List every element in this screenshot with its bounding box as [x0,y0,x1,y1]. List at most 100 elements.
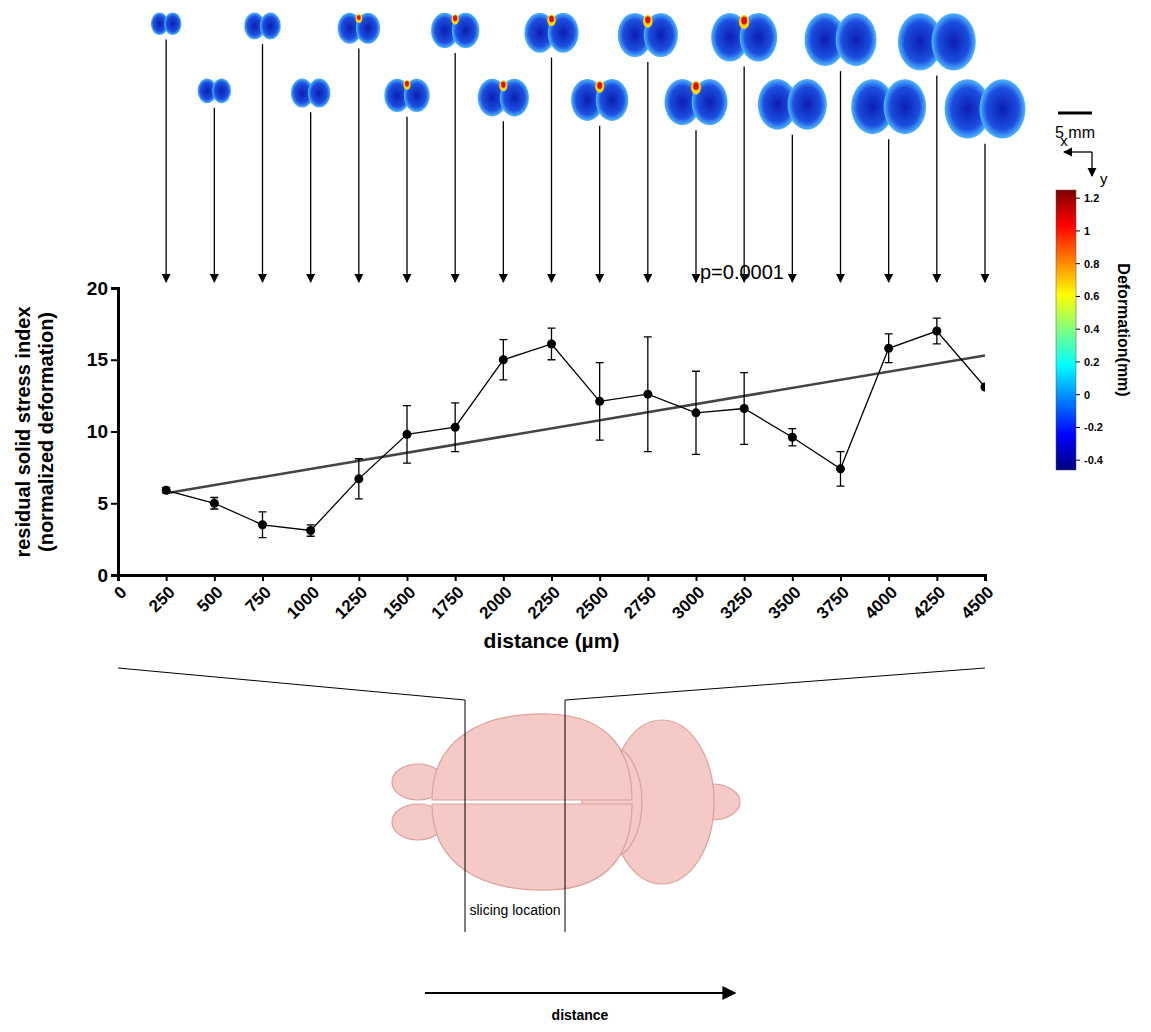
x-tick: 2750 [620,575,660,623]
data-point [258,520,267,529]
x-tick: 1750 [428,575,468,623]
x-tick: 3000 [668,575,708,623]
slice-thumbnail [711,13,777,62]
x-tick-mark [599,575,601,581]
slice-arrow [936,76,937,282]
x-tick-label: 1500 [379,583,419,623]
error-bar [837,452,845,486]
x-tick-mark [551,575,553,581]
colorbar-tick [1076,460,1080,461]
x-tick-label: 1000 [283,583,323,623]
hotspot [501,82,506,88]
colorbar-tick-label: 0.2 [1084,356,1099,368]
x-tick-label: 4500 [957,583,997,623]
trend-line [166,355,985,493]
y-axis-line [111,289,119,576]
x-tick-mark [214,575,216,581]
x-tick-mark [262,575,264,581]
slice-arrow [888,139,889,282]
error-bar [259,512,267,538]
colorbar-tick-label: 0.4 [1084,323,1100,335]
x-tick-label: 0 [110,583,130,603]
data-point [692,408,701,417]
x-axis-line [119,576,986,582]
error-bar [451,403,459,452]
colorbar: 1.210.80.60.40.20-0.2-0.4Deformation(mm) [1056,190,1132,470]
slice-arrow [358,48,359,282]
data-point [306,526,315,535]
hemisphere [452,13,479,48]
x-tick-mark [455,575,457,581]
x-tick-label: 250 [145,583,178,616]
x-tick-mark [792,575,794,581]
y-tick-label: 0 [97,565,108,586]
slice-thumbnail [244,13,281,40]
colorbar-tick [1076,427,1080,428]
hotspot [356,14,363,23]
plot-area [162,318,985,538]
hotspot [645,16,650,23]
x-tick-label: 500 [193,583,226,616]
x-tick-label: 3500 [765,583,805,623]
x-tick-mark [407,575,409,581]
brain-illustration [392,714,740,890]
hotspot [741,17,747,25]
y-tick-label: 5 [97,493,108,514]
hotspot [499,80,507,91]
slice-label: slicing location [469,902,560,918]
hotspot [547,14,556,26]
x-tick-mark [503,575,505,581]
x-tick: 750 [242,575,275,616]
y-tick: 10 [87,421,118,442]
slice-thumbnail [804,13,876,66]
x-tick-mark [696,575,698,581]
slice-arrow [744,67,745,282]
x-tick-label: 3750 [813,583,853,623]
x-tick-label: 1250 [331,583,371,623]
y-tick-mark [111,575,118,577]
x-tick: 3500 [765,575,805,623]
slice-thumbnail [151,12,182,34]
data-point [547,339,556,348]
hemisphere [164,12,181,34]
hotspot [405,81,409,87]
slice-thumbnail [478,79,529,117]
hotspot [691,81,701,95]
colorbar-tick [1076,230,1080,231]
hemisphere-left [432,714,632,800]
x-tick-mark [840,575,842,581]
slice-arrow [840,71,841,282]
data-point [788,433,797,442]
slice-thumbnail [898,13,976,70]
colorbar-tick-label: 1.2 [1084,192,1099,204]
hemisphere [884,79,927,134]
y-tick-mark [111,431,118,433]
y-axis-title-line: (normalized deformation) [35,312,57,552]
slice-arrow [214,108,215,282]
hotspot [739,15,749,29]
hotspot [403,80,410,90]
hemisphere [548,13,579,53]
hotspot [643,15,652,28]
slice-arrow [647,62,648,282]
x-tick: 2250 [524,575,564,623]
x-tick: 1000 [283,575,323,623]
error-bar [692,371,700,454]
data-point [740,404,749,413]
slice-arrow [695,130,696,282]
hemisphere [404,79,430,112]
slice-thumbnail [851,79,926,134]
slice-thumbnail [431,13,479,48]
colorbar-tick [1076,198,1080,199]
x-tick-mark [936,575,938,581]
colorbar-title: Deformation(mm) [1115,263,1132,396]
distance-arrow [425,992,735,994]
x-tick-label: 2250 [524,583,564,623]
colorbar-tick [1076,394,1080,395]
hemisphere [644,13,678,57]
distance-label: distance [552,1007,609,1023]
data-point [162,486,171,495]
y-tick-label: 10 [87,421,108,442]
x-tick: 1250 [331,575,371,623]
slice-arrow [166,39,167,282]
